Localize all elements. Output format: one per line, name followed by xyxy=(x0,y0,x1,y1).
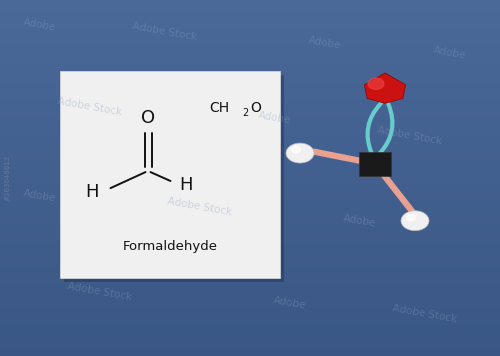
Bar xyxy=(0,273,500,279)
Bar xyxy=(0,148,500,154)
Bar xyxy=(0,89,500,95)
Text: O: O xyxy=(141,109,155,127)
Bar xyxy=(0,142,500,148)
Bar xyxy=(0,125,500,131)
Bar xyxy=(0,131,500,136)
Bar xyxy=(0,6,500,12)
Text: CH: CH xyxy=(210,101,230,115)
Text: Adobe Stock: Adobe Stock xyxy=(167,196,233,217)
Bar xyxy=(0,113,500,119)
Bar xyxy=(0,267,500,273)
Bar xyxy=(0,83,500,89)
Bar xyxy=(0,119,500,125)
Circle shape xyxy=(401,211,429,231)
Text: Adobe Stock: Adobe Stock xyxy=(132,21,198,43)
Bar xyxy=(0,101,500,107)
Text: O: O xyxy=(250,101,262,115)
Bar xyxy=(0,190,500,196)
Polygon shape xyxy=(364,73,406,103)
Bar xyxy=(0,297,500,303)
Bar xyxy=(0,350,500,356)
Circle shape xyxy=(406,214,416,221)
Text: Adobe: Adobe xyxy=(23,188,57,204)
Bar xyxy=(0,231,500,237)
Text: H: H xyxy=(86,183,99,201)
Bar xyxy=(0,18,500,24)
Bar xyxy=(0,136,500,142)
FancyBboxPatch shape xyxy=(64,75,284,282)
Text: Adobe Stock: Adobe Stock xyxy=(67,281,133,303)
Bar xyxy=(0,291,500,297)
Bar xyxy=(0,326,500,332)
Bar xyxy=(0,172,500,178)
Bar xyxy=(0,314,500,320)
Bar xyxy=(0,220,500,225)
Bar xyxy=(0,237,500,243)
Text: Adobe: Adobe xyxy=(308,35,342,51)
Bar xyxy=(0,243,500,249)
Text: Adobe: Adobe xyxy=(273,295,307,310)
Bar xyxy=(0,261,500,267)
Bar xyxy=(0,184,500,190)
Bar xyxy=(0,107,500,113)
Text: Adobe: Adobe xyxy=(23,17,57,33)
Bar xyxy=(0,65,500,71)
Bar xyxy=(0,47,500,53)
Bar xyxy=(0,214,500,220)
Bar xyxy=(0,42,500,47)
Bar xyxy=(0,344,500,350)
Bar xyxy=(0,154,500,160)
Text: Adobe: Adobe xyxy=(343,213,377,229)
Bar xyxy=(0,178,500,184)
Text: Adobe: Adobe xyxy=(258,110,292,125)
Bar xyxy=(0,285,500,291)
Bar xyxy=(0,77,500,83)
Bar xyxy=(0,303,500,309)
Bar xyxy=(0,166,500,172)
Bar xyxy=(0,59,500,65)
Bar xyxy=(0,160,500,166)
Bar xyxy=(0,309,500,314)
FancyBboxPatch shape xyxy=(358,152,392,176)
Bar xyxy=(0,71,500,77)
Bar xyxy=(0,279,500,285)
Text: Adobe Stock: Adobe Stock xyxy=(57,96,123,117)
Bar xyxy=(0,208,500,214)
Text: #363048812: #363048812 xyxy=(4,155,10,201)
Text: Adobe Stock: Adobe Stock xyxy=(392,303,458,324)
Bar xyxy=(0,95,500,101)
Bar xyxy=(0,320,500,326)
Bar xyxy=(0,249,500,255)
Bar xyxy=(0,53,500,59)
Circle shape xyxy=(292,147,300,153)
Bar xyxy=(0,255,500,261)
Text: Adobe Stock: Adobe Stock xyxy=(377,125,443,146)
Bar xyxy=(0,0,500,6)
FancyBboxPatch shape xyxy=(60,71,280,278)
Text: H: H xyxy=(179,176,192,194)
Bar xyxy=(0,12,500,18)
Bar xyxy=(0,338,500,344)
Bar xyxy=(0,332,500,338)
Circle shape xyxy=(368,78,384,89)
Bar xyxy=(0,36,500,42)
Text: Formaldehyde: Formaldehyde xyxy=(122,240,218,253)
Bar xyxy=(0,24,500,30)
Bar xyxy=(0,30,500,36)
Text: Adobe: Adobe xyxy=(433,46,467,61)
Circle shape xyxy=(286,143,314,163)
Bar xyxy=(0,196,500,202)
Bar xyxy=(0,225,500,231)
Bar xyxy=(0,202,500,208)
Text: 2: 2 xyxy=(242,108,248,117)
